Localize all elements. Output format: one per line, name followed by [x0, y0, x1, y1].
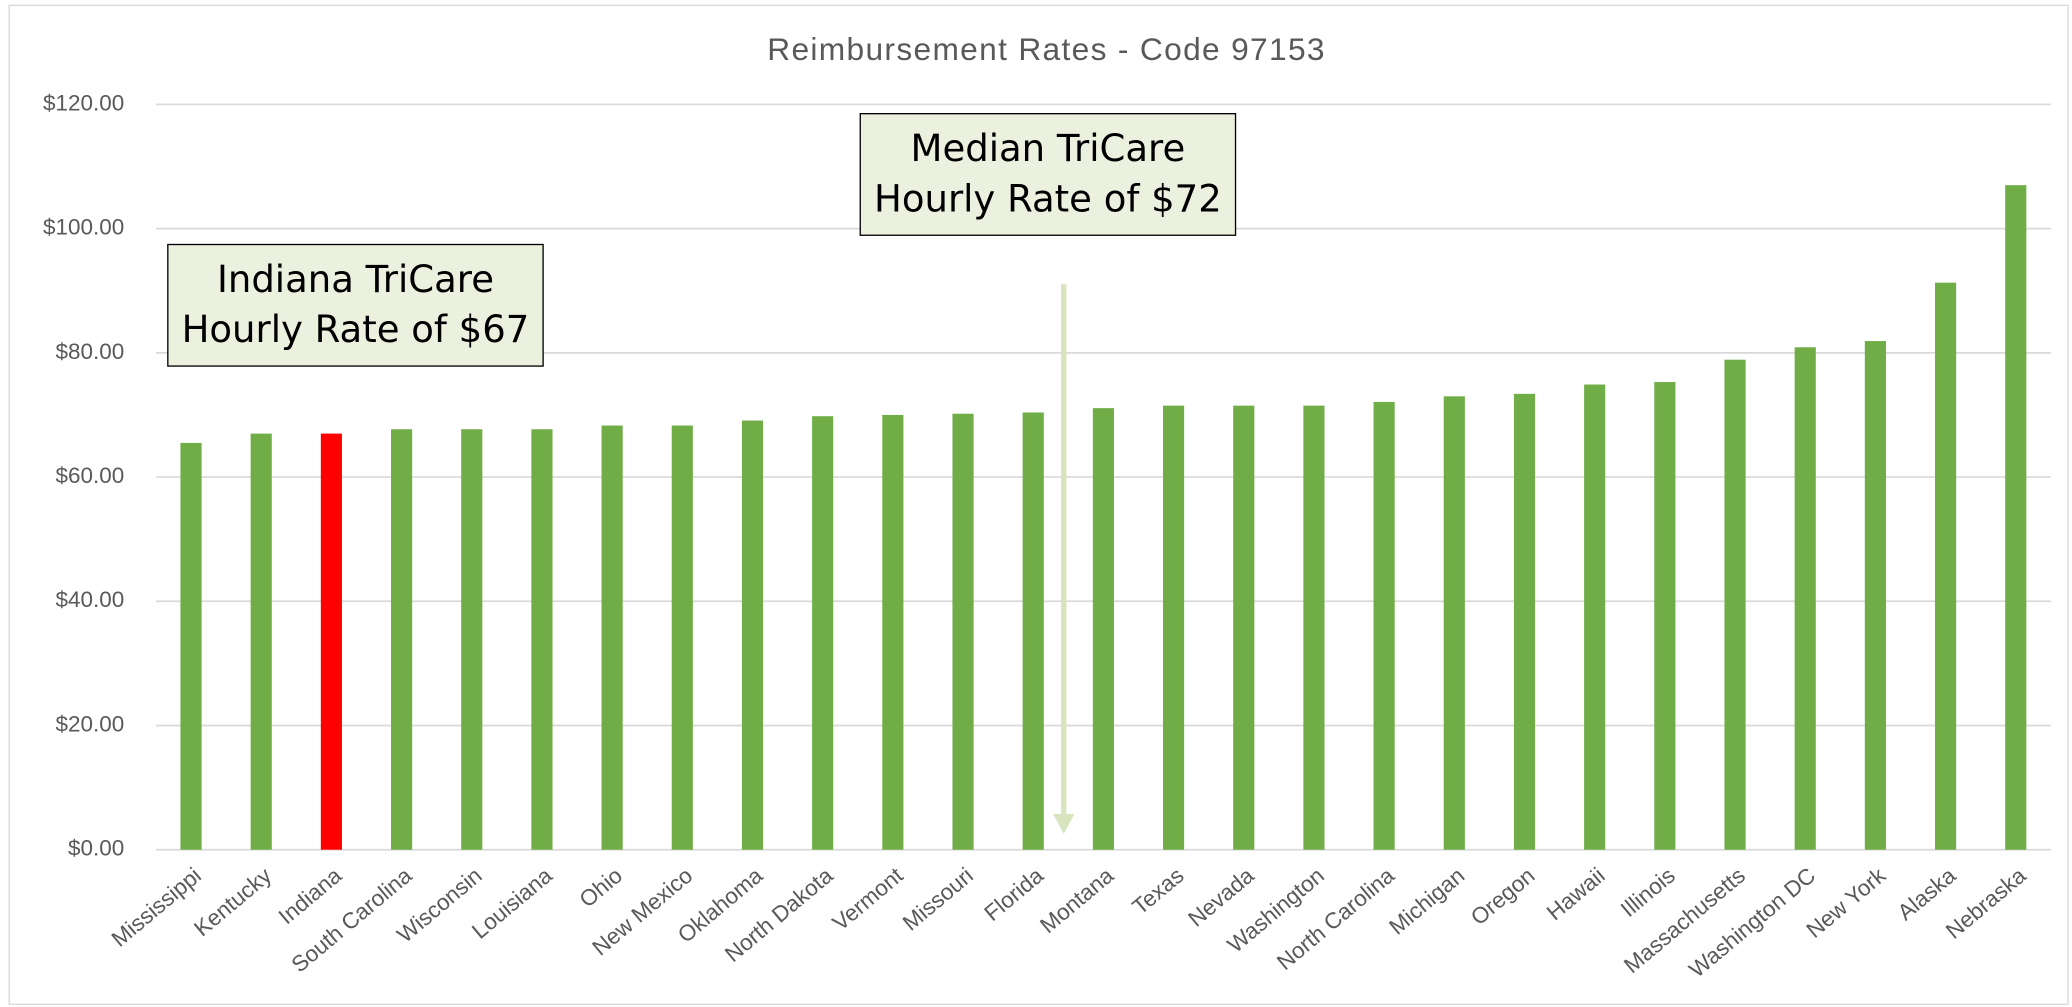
annotation-box: [859, 113, 1237, 236]
y-tick-label: $100.00: [43, 215, 124, 240]
bar: [1513, 393, 1536, 850]
y-tick-label: $40.00: [56, 587, 125, 612]
bar: [1864, 341, 1886, 850]
bar: [601, 425, 623, 850]
bar: [250, 433, 272, 850]
bar: [1724, 359, 1746, 850]
bar: [320, 433, 342, 850]
y-tick-label: $20.00: [56, 711, 125, 736]
y-tick-label: $0.00: [68, 836, 124, 861]
bar: [1794, 347, 1816, 850]
bar: [180, 442, 202, 850]
bar: [1443, 396, 1465, 850]
bar: [671, 425, 693, 850]
annotation-text: Hourly Rate of $72: [874, 177, 1222, 220]
bar: [882, 414, 904, 850]
y-tick-label: $120.00: [43, 90, 124, 115]
bar: [812, 416, 834, 850]
bar: [2005, 185, 2027, 850]
bar: [1584, 384, 1606, 850]
y-tick-label: $80.00: [56, 339, 125, 364]
bar: [1022, 412, 1044, 850]
annotation-text: Indiana TriCare: [217, 258, 494, 301]
bar: [1654, 382, 1676, 850]
bar: [461, 429, 483, 850]
annotation-text: Hourly Rate of $67: [182, 308, 530, 351]
bar: [1303, 405, 1325, 850]
bar: [952, 413, 974, 850]
y-tick-label: $60.00: [56, 463, 125, 488]
bar: [1092, 408, 1114, 850]
bar: [1233, 405, 1255, 850]
annotation-box: [167, 243, 544, 367]
bar: [531, 429, 553, 850]
chart-title: Reimbursement Rates - Code 97153: [767, 31, 1326, 67]
bar: [1935, 282, 1957, 850]
bar: [741, 420, 764, 850]
bar: [390, 429, 413, 850]
bar: [1373, 401, 1395, 850]
bar: [1163, 405, 1185, 850]
annotation-text: Median TriCare: [911, 127, 1186, 170]
arrow-head: [1053, 814, 1075, 834]
